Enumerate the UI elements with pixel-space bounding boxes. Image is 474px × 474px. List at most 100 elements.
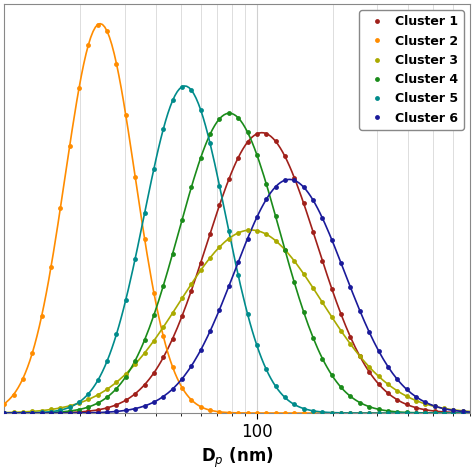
Cluster 2 <box>86 42 91 47</box>
Cluster 5 <box>329 410 335 415</box>
Cluster 1 <box>329 286 335 292</box>
Cluster 5 <box>254 343 260 348</box>
Cluster 1 <box>319 258 325 264</box>
Cluster 6 <box>142 403 147 409</box>
Cluster 3 <box>254 228 260 234</box>
Cluster 1 <box>123 397 129 403</box>
Cluster 2 <box>11 392 17 397</box>
Cluster 3 <box>179 296 185 301</box>
Cluster 1 <box>385 390 391 396</box>
Cluster 6 <box>273 184 278 190</box>
Cluster 4 <box>376 407 382 412</box>
Cluster 4 <box>207 131 213 137</box>
Cluster 4 <box>338 384 344 390</box>
Cluster 2 <box>273 410 278 416</box>
Cluster 4 <box>95 400 100 406</box>
Cluster 5 <box>413 410 419 416</box>
Cluster 6 <box>207 328 213 334</box>
Cluster 1 <box>114 402 119 408</box>
Cluster 4 <box>282 247 288 253</box>
Cluster 6 <box>385 364 391 369</box>
Cluster 5 <box>123 297 129 302</box>
Cluster 2 <box>132 174 138 180</box>
Cluster 4 <box>179 217 185 223</box>
Cluster 5 <box>95 378 100 383</box>
Cluster 2 <box>404 410 410 416</box>
Cluster 5 <box>114 331 119 337</box>
Cluster 2 <box>310 410 316 416</box>
Cluster 4 <box>366 404 372 410</box>
Cluster 2 <box>432 410 438 416</box>
Cluster 1 <box>264 131 269 137</box>
Cluster 1 <box>338 311 344 317</box>
Cluster 1 <box>451 410 456 415</box>
Cluster 6 <box>292 177 297 183</box>
Cluster 2 <box>29 350 35 356</box>
Cluster 6 <box>235 259 241 265</box>
Cluster 6 <box>460 409 465 414</box>
Cluster 6 <box>217 307 222 312</box>
Cluster 6 <box>198 347 203 353</box>
Cluster 1 <box>245 139 250 145</box>
Cluster 2 <box>20 376 26 382</box>
Cluster 2 <box>292 410 297 416</box>
Cluster 6 <box>319 215 325 221</box>
Cluster 3 <box>11 410 17 415</box>
Cluster 4 <box>357 400 363 405</box>
Cluster 5 <box>57 407 63 413</box>
Cluster 2 <box>254 410 260 416</box>
Cluster 1 <box>422 407 428 412</box>
Cluster 2 <box>422 410 428 416</box>
Cluster 3 <box>114 379 119 385</box>
Cluster 5 <box>1 410 7 416</box>
Cluster 3 <box>245 228 250 233</box>
Cluster 6 <box>366 329 372 335</box>
Cluster 1 <box>282 154 288 159</box>
Cluster 4 <box>39 410 45 416</box>
Cluster 2 <box>451 410 456 416</box>
Cluster 6 <box>39 410 45 416</box>
Cluster 3 <box>404 393 410 399</box>
Cluster 1 <box>151 370 157 375</box>
Cluster 3 <box>160 324 166 330</box>
Cluster 5 <box>366 410 372 416</box>
Cluster 2 <box>1 401 7 407</box>
Cluster 2 <box>217 409 222 415</box>
Cluster 2 <box>394 410 400 416</box>
Cluster 2 <box>245 410 250 416</box>
Cluster 4 <box>57 409 63 415</box>
Cluster 6 <box>86 410 91 416</box>
Cluster 4 <box>67 408 73 414</box>
Cluster 6 <box>76 410 82 416</box>
Cluster 3 <box>451 407 456 413</box>
Cluster 4 <box>273 213 278 219</box>
Cluster 3 <box>366 364 372 370</box>
Cluster 2 <box>39 313 45 319</box>
Cluster 3 <box>441 406 447 411</box>
Cluster 4 <box>432 410 438 416</box>
Cluster 3 <box>432 404 438 410</box>
Cluster 3 <box>151 338 157 344</box>
Cluster 6 <box>264 197 269 202</box>
Cluster 4 <box>422 410 428 416</box>
Cluster 2 <box>95 22 100 27</box>
Cluster 1 <box>366 369 372 374</box>
Cluster 3 <box>347 341 353 347</box>
Line: Cluster 1: Cluster 1 <box>2 131 465 416</box>
Cluster 3 <box>132 361 138 367</box>
Cluster 4 <box>254 152 260 158</box>
Cluster 3 <box>292 258 297 264</box>
Cluster 4 <box>301 309 307 315</box>
Cluster 1 <box>160 355 166 360</box>
Cluster 2 <box>460 410 465 416</box>
Cluster 1 <box>189 288 194 293</box>
Cluster 4 <box>86 404 91 410</box>
Cluster 3 <box>235 230 241 236</box>
Cluster 5 <box>235 272 241 278</box>
Cluster 6 <box>404 386 410 392</box>
Cluster 4 <box>114 386 119 392</box>
Cluster 3 <box>273 238 278 244</box>
Cluster 5 <box>404 410 410 416</box>
Cluster 3 <box>319 300 325 305</box>
Cluster 2 <box>357 410 363 416</box>
